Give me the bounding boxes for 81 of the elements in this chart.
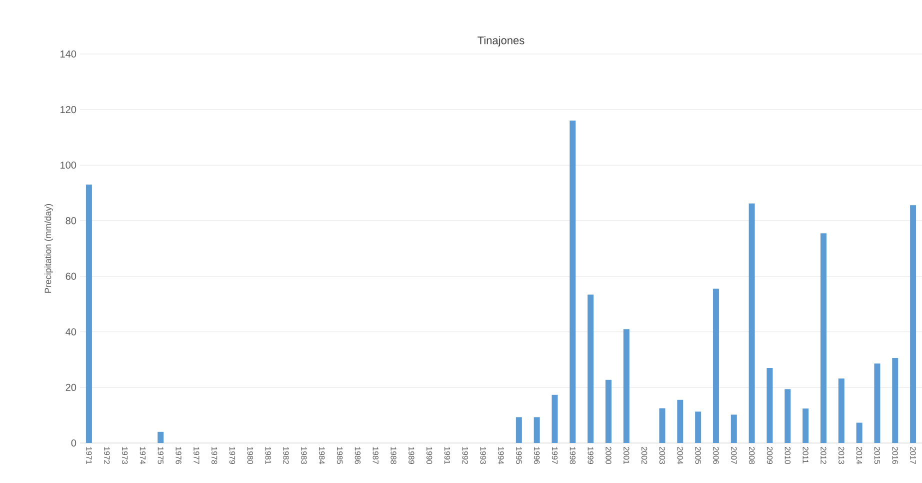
- bar: [695, 412, 702, 443]
- bar: [748, 203, 755, 443]
- bar: [730, 414, 737, 443]
- bar: [588, 294, 594, 443]
- bar: [677, 400, 684, 443]
- bar: [874, 364, 880, 443]
- y-tick-label: 120: [60, 106, 76, 114]
- bar: [534, 417, 540, 443]
- x-tick-label: 1999: [588, 447, 594, 464]
- x-tick-label: 1973: [122, 447, 128, 464]
- bar: [856, 422, 862, 443]
- x-tick-label: 1998: [570, 447, 576, 464]
- y-tick-label: 100: [60, 162, 76, 169]
- bar: [552, 394, 558, 443]
- x-tick-label: 2010: [784, 446, 790, 464]
- bar: [570, 120, 576, 443]
- x-tick-label: 1976: [176, 447, 182, 464]
- bar: [892, 358, 898, 443]
- x-tick-label: 2002: [641, 446, 648, 464]
- x-tick-label: 1984: [319, 447, 325, 464]
- x-tick-label: 1974: [140, 447, 146, 464]
- y-tick-label: 20: [66, 384, 76, 391]
- x-tick-label: 1978: [212, 447, 218, 464]
- x-tick-label: 1985: [336, 447, 343, 464]
- y-tick-label: 60: [66, 272, 76, 280]
- x-tick-label: 2012: [820, 446, 826, 464]
- bar: [802, 408, 809, 443]
- bar: [784, 389, 791, 443]
- bar: [820, 233, 826, 443]
- x-tick-label: 1982: [283, 447, 289, 464]
- x-tick-label: 1991: [444, 447, 450, 464]
- y-tick-label: 40: [66, 328, 76, 336]
- x-tick-label: 1992: [462, 447, 468, 464]
- x-tick-label: 1987: [372, 447, 378, 464]
- x-tick-label: 1983: [301, 447, 307, 464]
- x-tick-label: 2006: [713, 446, 719, 464]
- x-tick-label: 2017: [910, 446, 916, 464]
- x-tick-label: 1993: [480, 447, 486, 464]
- bar: [623, 329, 630, 443]
- bar: [516, 417, 522, 443]
- bar: [659, 408, 666, 443]
- x-tick-label: 2004: [677, 446, 683, 464]
- x-tick-label: 2003: [659, 446, 666, 464]
- x-tick-label: 1980: [247, 447, 254, 464]
- x-tick-label: 1996: [534, 447, 540, 464]
- x-tick-label: 2009: [766, 446, 773, 464]
- x-tick-label: 2008: [748, 446, 755, 464]
- x-tick-label: 1988: [390, 447, 396, 464]
- x-tick-label: 2014: [856, 446, 862, 464]
- x-tick-label: 1975: [158, 447, 164, 464]
- bar: [766, 368, 773, 443]
- x-tick-label: 2005: [695, 446, 701, 464]
- x-tick-label: 1990: [426, 447, 432, 464]
- x-tick-label: 1994: [498, 447, 504, 464]
- x-tick-label: 1979: [229, 447, 236, 464]
- y-tick-label: 80: [66, 217, 76, 224]
- bar: [838, 378, 844, 443]
- x-tick-label: 1972: [104, 447, 110, 464]
- y-axis-title: Precipitation (mm/day): [44, 204, 53, 293]
- y-tick-label: 140: [60, 50, 76, 58]
- bar: [605, 380, 612, 443]
- x-tick-label: 1995: [516, 447, 522, 464]
- bar: [158, 432, 164, 443]
- x-tick-label: 2001: [624, 446, 630, 464]
- x-tick-label: 2016: [892, 446, 898, 464]
- bar: [910, 205, 916, 443]
- bar: [712, 288, 719, 443]
- x-tick-label: 1971: [86, 447, 92, 464]
- x-tick-label: 1997: [552, 447, 558, 464]
- x-tick-label: 1977: [194, 447, 200, 464]
- x-tick-label: 2007: [731, 446, 737, 464]
- x-tick-label: 2000: [606, 446, 612, 464]
- x-tick-label: 2011: [802, 446, 808, 464]
- chart-title: Tinajones: [478, 36, 524, 46]
- x-tick-label: 1986: [354, 447, 361, 464]
- x-tick-label: 1989: [408, 447, 414, 464]
- y-tick-label: 0: [71, 439, 76, 447]
- x-tick-label: 2013: [838, 446, 844, 464]
- x-tick-label: 1981: [265, 447, 271, 464]
- x-tick-label: 2015: [874, 446, 880, 464]
- bar: [86, 184, 92, 443]
